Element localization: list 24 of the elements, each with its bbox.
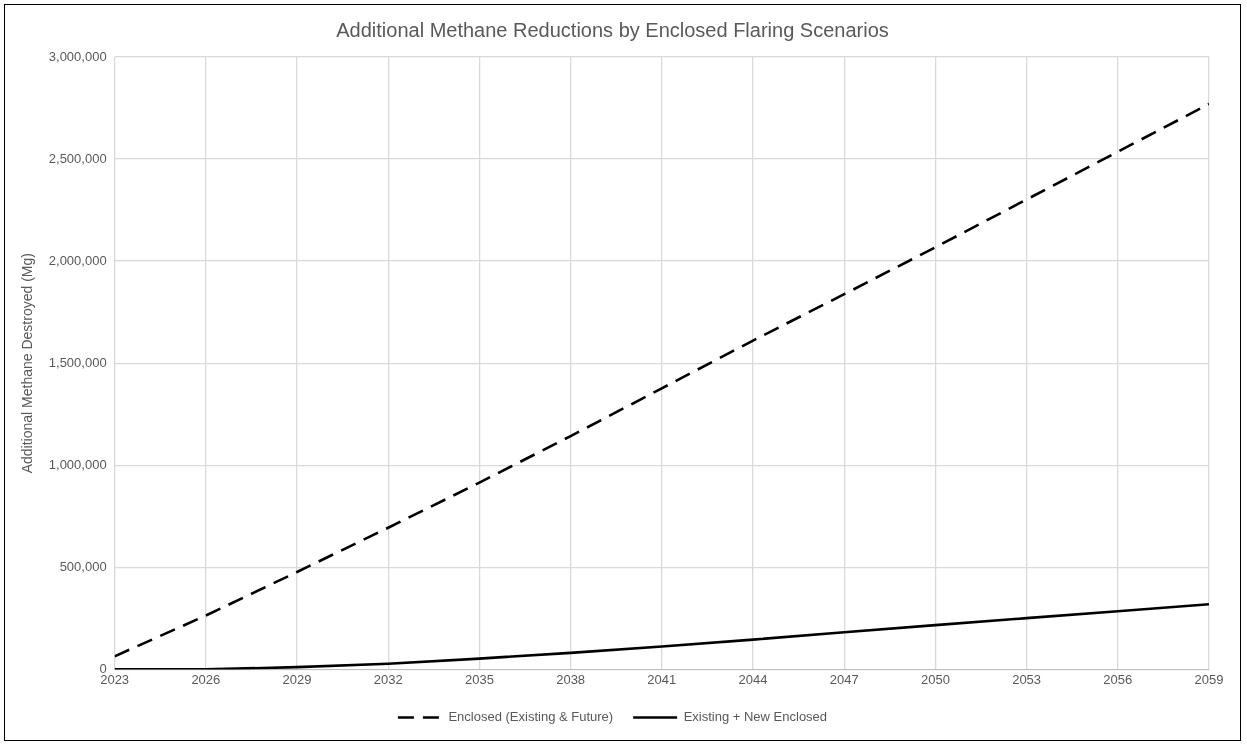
y-axis-title: Additional Methane Destroyed (Mg) — [19, 253, 36, 474]
x-tick-label: 2029 — [282, 671, 312, 687]
y-tick-label: 3,000,000 — [48, 48, 107, 64]
y-tick-label: 500,000 — [59, 558, 107, 574]
y-tick-label: 2,500,000 — [48, 150, 107, 166]
y-tick-label: 1,000,000 — [48, 456, 107, 472]
x-tick-label: 2050 — [920, 671, 950, 687]
legend-label: Existing + New Enclosed — [683, 709, 828, 725]
chart-title: Additional Methane Reductions by Enclosed Flaring Scenarios — [336, 18, 889, 41]
x-tick-label: 2053 — [1012, 671, 1042, 687]
y-tick-label: 1,500,000 — [48, 354, 107, 370]
x-tick-label: 2044 — [738, 671, 768, 687]
legend-label: Enclosed (Existing & Future) — [448, 709, 614, 725]
x-tick-label: 2056 — [1103, 671, 1133, 687]
x-tick-label: 2041 — [647, 671, 677, 687]
y-tick-label: 0 — [99, 660, 107, 676]
y-tick-label: 2,000,000 — [48, 252, 107, 268]
x-tick-label: 2035 — [464, 671, 494, 687]
x-tick-label: 2038 — [556, 671, 586, 687]
x-tick-label: 2059 — [1194, 671, 1224, 687]
x-tick-label: 2047 — [829, 671, 859, 687]
x-tick-label: 2032 — [373, 671, 403, 687]
line-series — [114, 102, 1209, 658]
x-tick-label: 2026 — [191, 671, 221, 687]
